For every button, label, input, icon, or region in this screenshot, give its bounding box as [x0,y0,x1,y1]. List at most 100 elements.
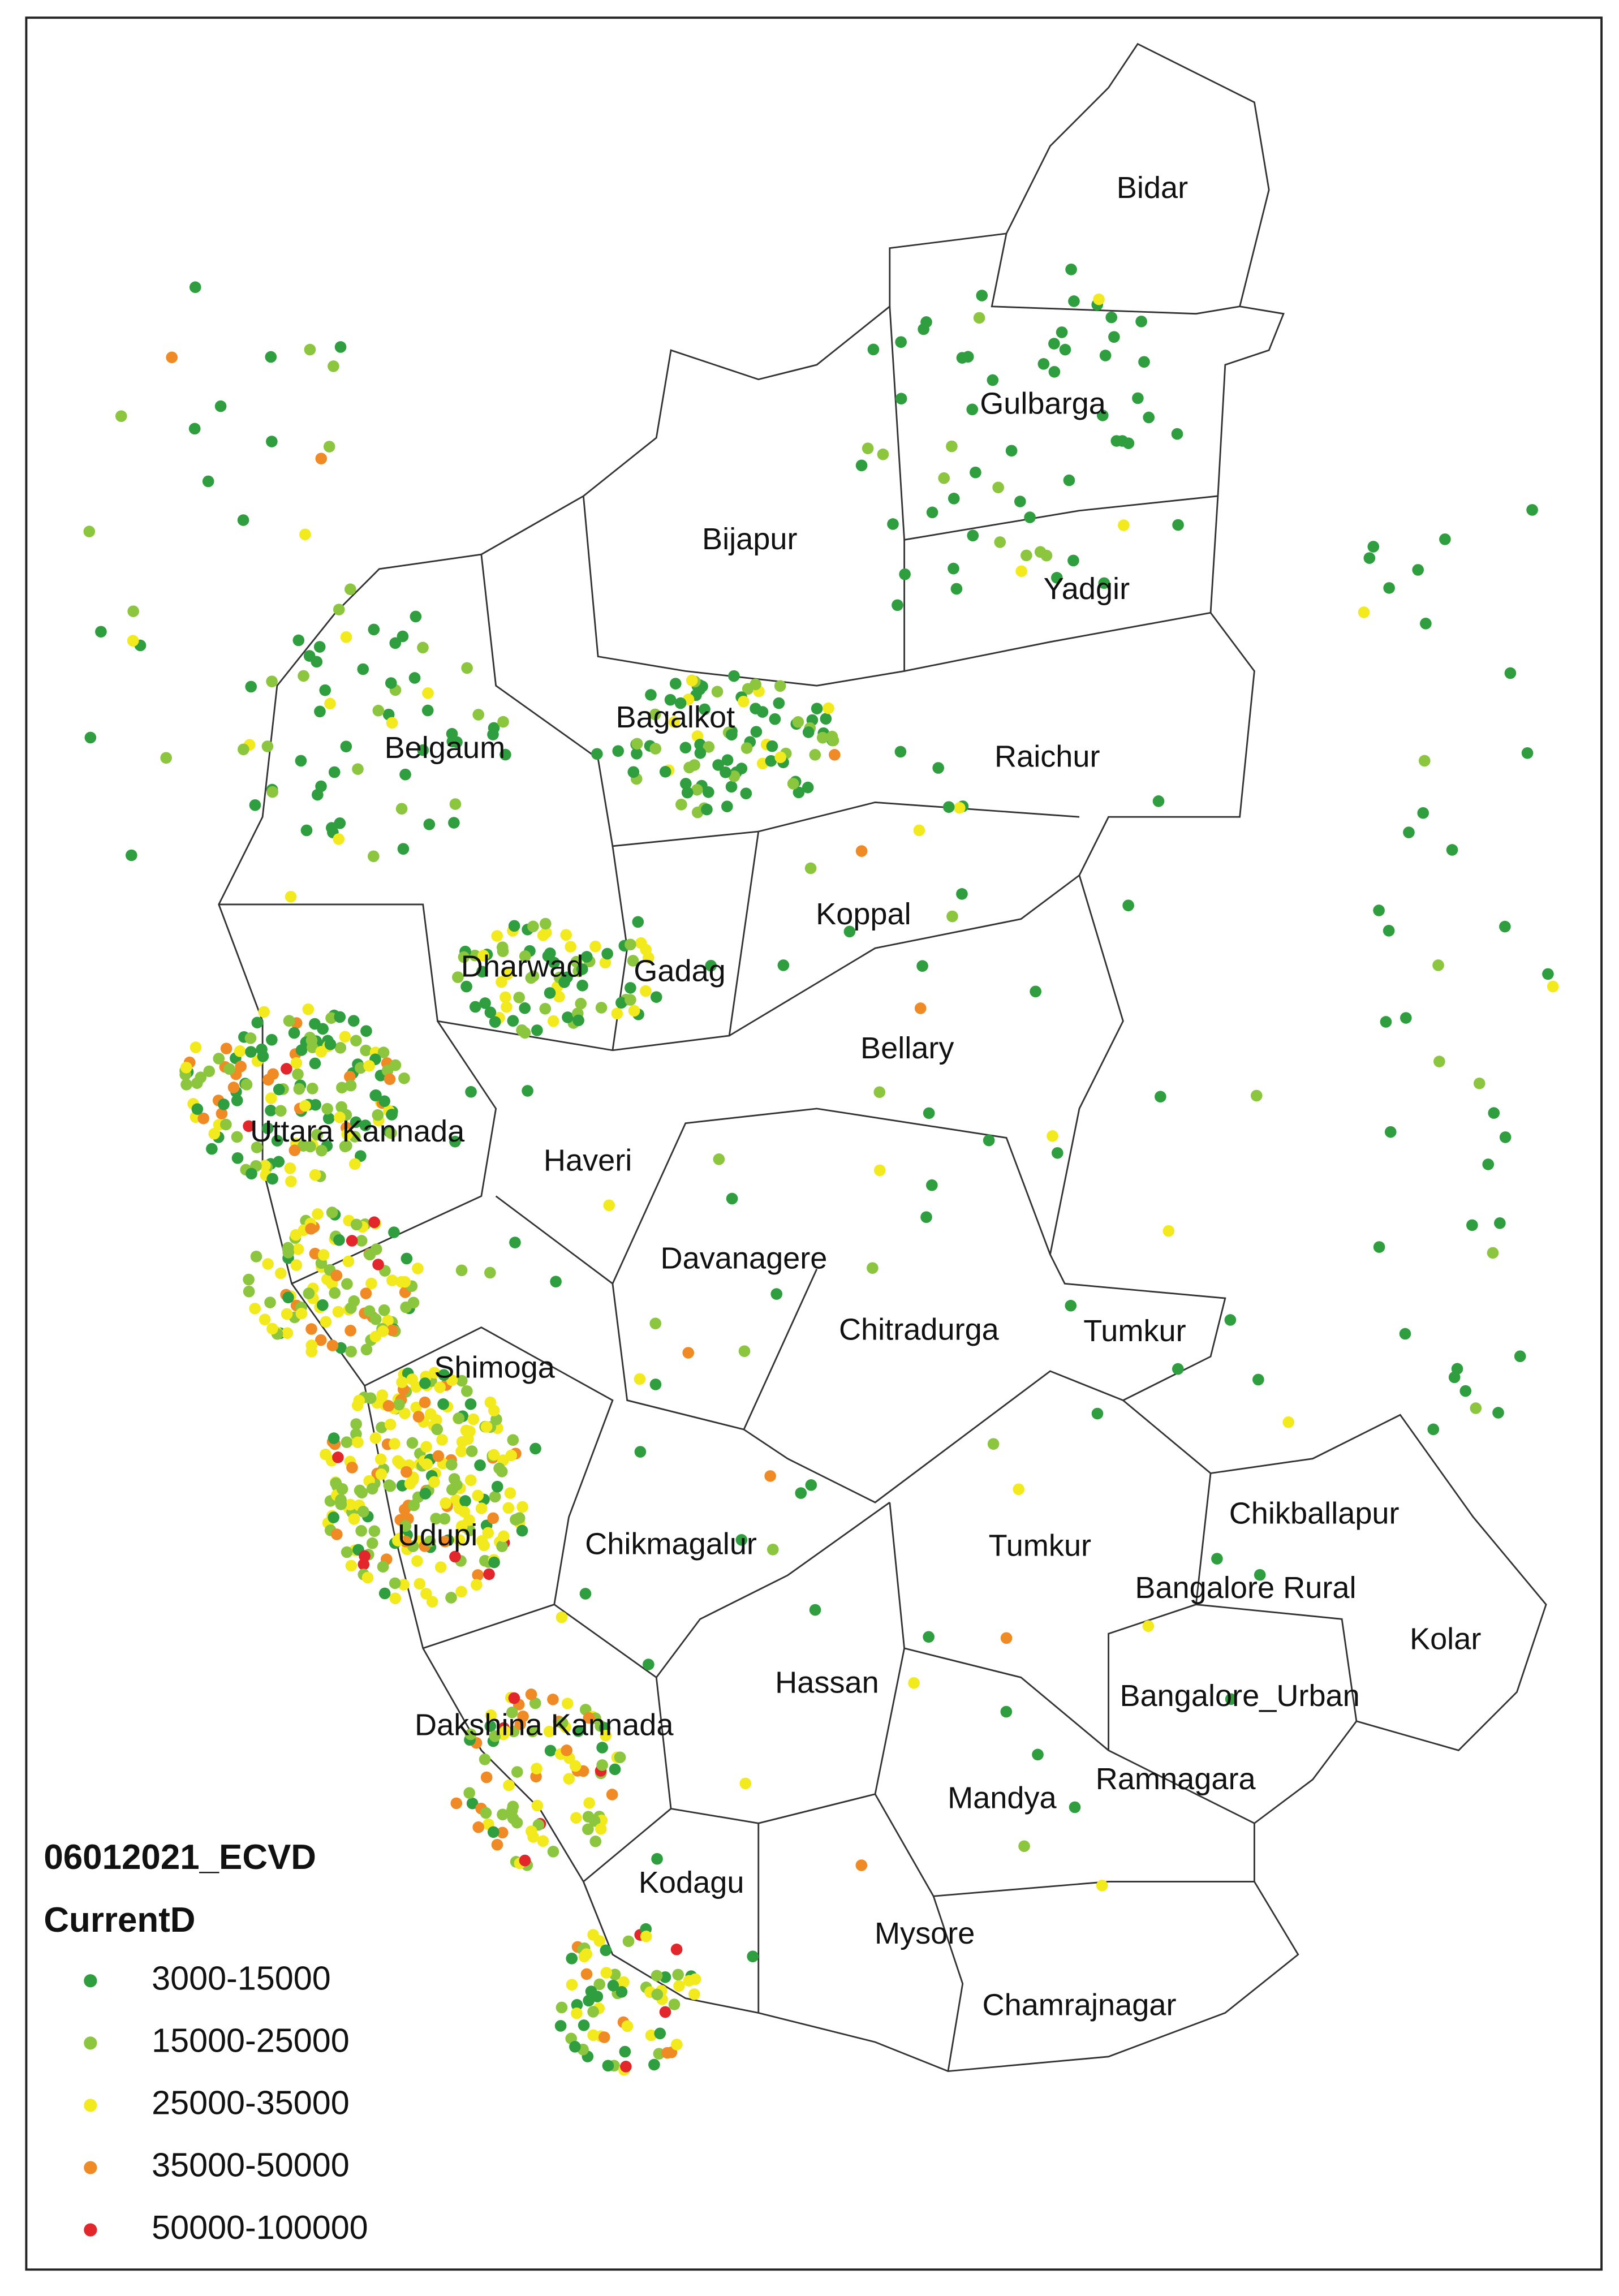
point [750,726,763,738]
district-label: Tumkur [989,1528,1091,1562]
point [615,1986,628,1998]
point [873,1086,886,1099]
point [341,1436,353,1448]
point [1211,1553,1223,1565]
point [1152,795,1165,807]
point [513,992,525,1003]
point [628,1005,640,1017]
point [428,1367,441,1379]
point [1098,577,1110,589]
point [621,2020,634,2032]
legend-title: 06012021_ECVD [44,1838,316,1877]
point [1494,1217,1506,1229]
point [497,1808,509,1821]
point [1224,1314,1237,1326]
district-line [364,1326,614,1649]
point [399,1276,411,1288]
point [561,1744,573,1756]
point [474,1459,486,1471]
point [332,1451,344,1463]
point [735,1533,748,1546]
point [804,862,817,875]
point [311,789,324,801]
point [1383,582,1395,594]
point [1155,1091,1166,1103]
point [238,743,249,756]
point [368,623,380,636]
point [948,493,960,505]
point [1040,549,1053,562]
point [967,529,979,542]
point [189,281,201,294]
point [487,1512,500,1524]
point [625,938,636,951]
point [483,1568,495,1580]
point [516,1501,528,1513]
point [347,1015,360,1027]
point [726,1192,738,1205]
district-label: Dakshina Kannada [415,1708,674,1742]
district-label: Gadag [634,954,726,988]
point [631,738,643,750]
point [640,944,652,956]
point [246,1168,257,1180]
point [651,1853,663,1865]
point [445,1458,458,1471]
point [508,1692,520,1704]
point [345,1346,357,1358]
point [426,1596,438,1608]
point [389,637,402,649]
point [987,374,999,386]
point [455,1586,467,1598]
point [355,1235,368,1247]
point [355,1525,367,1537]
point [1138,356,1150,368]
point [384,1419,397,1431]
point [244,1032,257,1044]
point [419,1396,431,1408]
point [304,343,316,356]
point [127,605,139,617]
district-line [743,1370,1123,1504]
district-label: Bangalore Rural [1135,1571,1356,1605]
point [739,1777,752,1790]
point [469,949,481,962]
point [214,400,227,412]
point [265,1104,277,1117]
point [587,1929,599,1941]
point [360,1343,373,1356]
point [873,1164,886,1177]
point [1099,350,1112,361]
point [480,1807,492,1819]
point [820,713,832,725]
point [350,1035,362,1047]
point [407,1474,419,1486]
point [446,727,458,740]
point [374,1453,387,1466]
point [500,748,511,761]
point [1096,410,1109,421]
point [397,630,409,643]
point [398,1072,410,1084]
district-label: Bagalkot [615,700,735,734]
point [713,1153,725,1165]
point [422,687,434,699]
point [566,1952,578,1965]
point [439,1535,451,1548]
point [375,1468,387,1480]
point [488,1449,500,1461]
point [1466,1219,1478,1231]
point [773,697,785,709]
point [649,708,661,721]
point [829,749,841,761]
point [938,472,950,484]
point [282,1242,294,1254]
point [770,1288,783,1300]
point [467,1413,480,1425]
point [1384,1126,1397,1138]
point [625,994,636,1006]
point [203,1065,216,1078]
point [547,1015,559,1027]
point [359,1119,372,1131]
point [382,1315,394,1326]
